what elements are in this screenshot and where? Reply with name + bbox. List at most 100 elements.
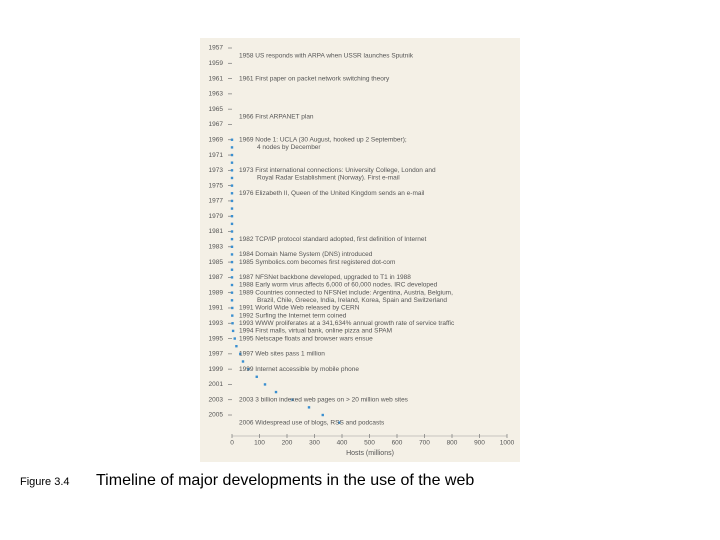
x-axis-label: Hosts (millions) (346, 450, 394, 457)
point (307, 406, 311, 409)
y-tick-label: 1991 (209, 305, 224, 312)
point (233, 337, 236, 340)
caption: Timeline of major developments in the us… (96, 472, 474, 489)
x-tick-label: 1000 (500, 440, 515, 447)
point (231, 322, 234, 325)
x-tick-label: 700 (419, 440, 430, 447)
point (231, 329, 235, 333)
y-tick-label: 2003 (209, 396, 224, 403)
y-tick-label: 1981 (209, 228, 224, 235)
annotation: 1966 First ARPANET plan (239, 114, 314, 121)
point (247, 367, 250, 371)
point (230, 169, 234, 172)
annotation: 1989 Countries connected to NFSNet inclu… (239, 289, 453, 296)
annotation: 1987 NFSNet backbone developed, upgraded… (239, 274, 411, 281)
annotation: 1999 Internet accessible by mobile phone (239, 366, 359, 373)
point (230, 291, 234, 294)
point (230, 253, 234, 256)
point (239, 352, 242, 356)
annotation: 1973 First international connections: Un… (239, 167, 436, 174)
point (274, 390, 278, 394)
point (230, 230, 234, 233)
y-tick-label: 1997 (209, 351, 224, 358)
y-tick-label: 1971 (209, 152, 224, 159)
x-tick-label: 500 (364, 440, 375, 447)
point (230, 276, 234, 279)
point (230, 146, 234, 149)
annotation: 1993 WWW proliferates at a 341,634% annu… (239, 320, 455, 327)
annotation: 1961 First paper on packet network switc… (239, 75, 390, 82)
annotation: 1985 Symbolics.com becomes first registe… (239, 259, 395, 266)
annotation: 1969 Node 1: UCLA (30 August, hooked up … (239, 136, 407, 143)
point (230, 192, 234, 195)
y-tick-label: 1985 (209, 259, 224, 266)
x-tick-label: 800 (447, 440, 458, 447)
x-tick-label: 400 (337, 440, 348, 447)
point (230, 260, 234, 264)
point (230, 268, 234, 271)
y-tick-label: 1999 (209, 366, 224, 373)
point (230, 176, 234, 180)
y-tick-label: 1979 (209, 213, 224, 220)
annotation: 1982 TCP/IP protocol standard adopted, f… (239, 236, 426, 243)
annotation: 1988 Early worm virus affects 6,000 of 6… (239, 282, 438, 289)
y-tick-label: 1989 (209, 289, 224, 296)
y-tick-label: 1995 (209, 335, 224, 342)
annotation: 2003 3 billion indexed web pages on > 20… (239, 396, 409, 403)
point (263, 383, 267, 386)
point (230, 161, 234, 164)
point (291, 398, 294, 401)
point (230, 153, 234, 157)
y-tick-label: 1975 (209, 182, 224, 189)
y-tick-label: 1977 (209, 198, 224, 205)
point (255, 375, 258, 378)
point (230, 184, 234, 187)
annotation: 2006 Widespread use of blogs, RSS and po… (239, 419, 385, 426)
y-tick-label: 1963 (209, 91, 224, 98)
annotation: 1997 Web sites pass 1 million (239, 351, 325, 358)
y-tick-label: 1987 (209, 274, 224, 281)
point (230, 207, 234, 210)
point (230, 199, 234, 203)
caption-label: Figure 3.4 (20, 476, 70, 488)
y-tick-label: 1973 (209, 167, 224, 174)
annotation: 1994 First malls, virtual bank, online p… (239, 328, 392, 335)
point (231, 314, 234, 317)
annotation: 4 nodes by December (257, 144, 321, 151)
y-tick-label: 1969 (209, 136, 224, 143)
point (230, 245, 234, 248)
annotation: Brazil, Chile, Greece, India, Ireland, K… (257, 297, 447, 304)
point (230, 138, 234, 141)
point (230, 222, 234, 226)
y-tick-label: 1965 (209, 106, 224, 113)
point (338, 421, 341, 424)
y-tick-label: 2001 (209, 381, 224, 388)
figure-panel (200, 38, 520, 462)
point (230, 215, 234, 218)
y-tick-label: 1959 (209, 60, 224, 67)
y-tick-label: 1967 (209, 121, 224, 128)
x-tick-label: 300 (309, 440, 320, 447)
point (231, 306, 234, 310)
point (230, 283, 234, 287)
y-tick-label: 1993 (209, 320, 224, 327)
point (230, 299, 234, 302)
x-tick-label: 0 (230, 440, 234, 447)
annotation: 1958 US responds with ARPA when USSR lau… (239, 52, 414, 59)
x-tick-label: 200 (282, 440, 293, 447)
x-tick-label: 600 (392, 440, 403, 447)
x-tick-label: 900 (474, 440, 485, 447)
point (241, 360, 245, 363)
y-tick-label: 2005 (209, 412, 224, 419)
x-tick-label: 100 (254, 440, 265, 447)
y-tick-label: 1961 (209, 75, 224, 82)
annotation: 1984 Domain Name System (DNS) introduced (239, 251, 373, 258)
y-tick-label: 1983 (209, 244, 224, 251)
point (321, 413, 324, 417)
annotation: 1992 Surfing the Internet term coined (239, 312, 347, 319)
annotation: Royal Radar Establishment (Norway). Firs… (257, 175, 400, 182)
point (235, 344, 238, 348)
annotation: 1995 Netscape floats and browser wars en… (239, 335, 373, 342)
point (230, 237, 234, 241)
